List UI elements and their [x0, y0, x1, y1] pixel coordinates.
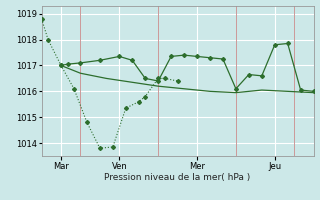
- X-axis label: Pression niveau de la mer( hPa ): Pression niveau de la mer( hPa ): [104, 173, 251, 182]
